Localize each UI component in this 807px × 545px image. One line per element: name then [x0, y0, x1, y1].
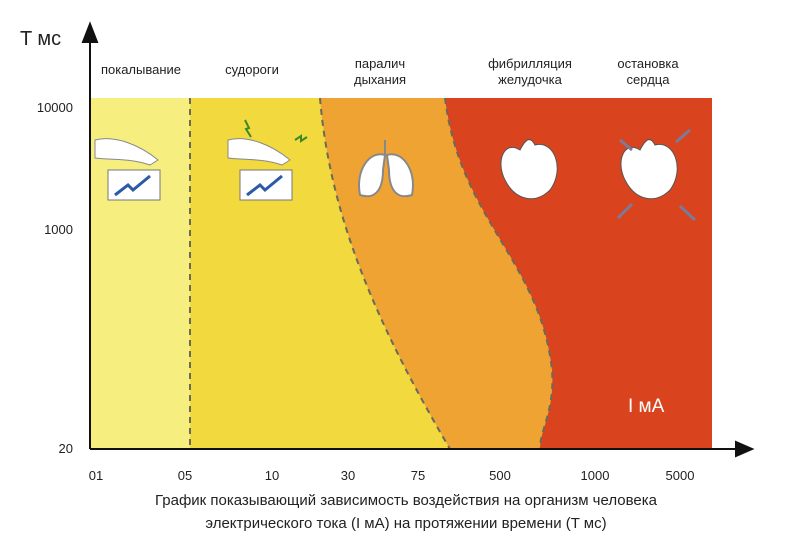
x-tick-label: 1000	[581, 468, 610, 483]
boundaries	[189, 97, 554, 450]
x-tick-label: 5000	[666, 468, 695, 483]
zone-label: дыхания	[354, 72, 406, 87]
axes	[81, 21, 755, 458]
y-axis-label: T мс	[20, 28, 61, 50]
zone-label: паралич	[355, 56, 405, 71]
y-tick-label: 1000	[44, 222, 73, 237]
x-tick-label: 10	[265, 468, 279, 483]
zone-label: судороги	[225, 62, 279, 77]
icons	[94, 119, 697, 222]
y-tick-label: 10000	[37, 100, 73, 115]
zone-label: остановка	[617, 56, 679, 71]
zone-label: фибрилляция	[488, 56, 572, 71]
x-tick-label: 500	[489, 468, 511, 483]
caption: электрического тока (I мА) на протяжении…	[205, 515, 606, 532]
zone-label: покалывание	[101, 62, 181, 77]
x-ticks: 01 05 10 30 75 500 1000 5000	[89, 468, 695, 483]
x-tick-label: 05	[178, 468, 192, 483]
x-tick-label: 01	[89, 468, 103, 483]
x-tick-label: 75	[411, 468, 425, 483]
zone-labels: покалывание судороги паралич дыхания фиб…	[101, 56, 679, 87]
caption: График показывающий зависимость воздейст…	[155, 492, 658, 509]
zone-label: сердца	[627, 72, 671, 87]
zone-label: желудочка	[498, 72, 562, 87]
y-tick-label: 20	[59, 441, 73, 456]
x-axis-label: I мА	[628, 396, 665, 417]
x-tick-label: 30	[341, 468, 355, 483]
